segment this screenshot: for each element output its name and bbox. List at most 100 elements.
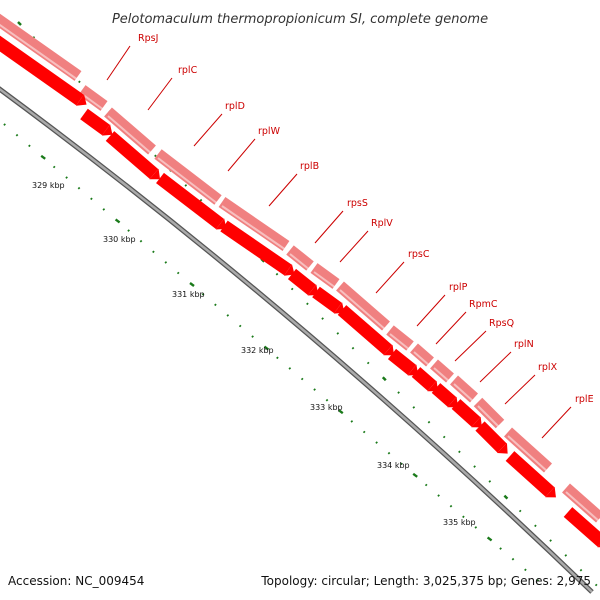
leader-line [268, 173, 298, 207]
cds-dark-segment [156, 172, 224, 230]
tick-mark [579, 568, 583, 572]
leader-line [106, 45, 131, 81]
gene-label-rpsj: RpsJ [138, 33, 158, 44]
backbone [0, 86, 594, 594]
tick-mark [351, 346, 355, 350]
cds-dark-segment [312, 286, 342, 314]
leader-line [479, 351, 512, 383]
cds-dark-segment [105, 131, 159, 179]
tick-mark [594, 583, 598, 587]
cds-arrowhead [597, 544, 600, 548]
tick-mark [387, 451, 391, 455]
cds-dark-segment [563, 507, 600, 547]
tick-mark [424, 483, 428, 487]
cds-dark-segment [411, 367, 437, 391]
tick-mark [176, 271, 180, 275]
cds-light-segment [410, 343, 434, 367]
leader-line [504, 374, 536, 405]
cds-light-segment [78, 85, 108, 111]
tick-mark [321, 317, 324, 320]
cds-dark-segment [431, 383, 457, 407]
tick-mark [3, 123, 6, 126]
tick-mark [313, 388, 316, 391]
leader-line [454, 330, 487, 362]
tick-mark [226, 314, 230, 317]
cds-dark-segment [505, 451, 555, 497]
gene-label-rplw: rplW [258, 126, 281, 137]
tick-mark [15, 133, 19, 137]
tick-mark [362, 430, 366, 434]
tick-mark [238, 324, 242, 328]
tick-mark [381, 376, 387, 382]
tick-mark [199, 198, 203, 202]
tick-mark [201, 292, 205, 296]
gene-label-rplx: rplX [538, 362, 558, 373]
leader-line [541, 406, 572, 439]
tick-mark [139, 239, 143, 243]
map-title: Pelotomaculum thermopropionicum SI, comp… [112, 12, 488, 27]
cds-arrowhead [383, 344, 395, 356]
tick-mark [474, 526, 478, 529]
tick-mark [473, 465, 476, 468]
tick-mark [127, 229, 130, 232]
cds-arrowhead [545, 486, 556, 498]
tick-mark [518, 509, 522, 513]
tick-mark [28, 144, 31, 148]
cds-arrowhead [471, 416, 482, 428]
tick-mark [102, 208, 106, 211]
cds-light-segment [218, 197, 290, 251]
leader-line [193, 113, 223, 147]
tick-mark [524, 568, 527, 572]
kbp-labels: 329 kbp 330 kbp 331 kbp 332 kbp 333 kbp … [32, 181, 476, 527]
kbp-label-330: 330 kbp [103, 235, 136, 244]
outer-tick-track [17, 21, 598, 587]
gene-label-rple: rplE [575, 394, 594, 405]
gene-label-rpsc: rpsC [408, 249, 430, 260]
kbp-label-334: 334 kbp [377, 461, 410, 470]
tick-mark [164, 261, 168, 264]
cds-arrowhead [149, 168, 161, 180]
kbp-label-335: 335 kbp [443, 518, 476, 527]
kbp-label-329: 329 kbp [32, 181, 65, 190]
tick-mark [397, 391, 400, 394]
tick-mark [503, 494, 509, 500]
cds-arrowhead [427, 380, 439, 392]
gene-label-rpln: rplN [514, 339, 534, 350]
cds-arrowhead [284, 264, 295, 276]
tick-mark [437, 494, 440, 497]
gene-label-rpmc: RpmC [469, 299, 498, 310]
tick-mark [52, 165, 56, 169]
gene-label-leaders [106, 45, 572, 439]
cds-track-dark [0, 35, 600, 548]
gene-label-rplv: RplV [371, 218, 393, 229]
kbp-label-331: 331 kbp [172, 290, 205, 299]
leader-line [314, 210, 344, 244]
tick-mark [275, 272, 279, 276]
tick-mark [263, 345, 270, 351]
tick-mark [40, 154, 46, 160]
cds-dark-segment [337, 305, 393, 355]
cds-light-segment [449, 375, 479, 403]
tick-mark [78, 80, 81, 84]
tick-mark [564, 554, 568, 557]
cds-arrowhead [101, 124, 113, 136]
cds-light-segment [310, 263, 340, 289]
cds-light-segment [286, 245, 314, 271]
leader-line [147, 77, 173, 111]
tick-mark [442, 435, 446, 439]
tick-mark [189, 282, 195, 287]
cds-dark-segment [451, 399, 481, 427]
gene-label-rplp: rplP [449, 282, 468, 293]
tick-mark [276, 356, 279, 360]
tick-mark [300, 377, 304, 381]
cds-dark-segment [0, 35, 84, 106]
leader-line [435, 311, 467, 345]
gene-label-rpss: rpsS [347, 198, 368, 209]
kbp-label-332: 332 kbp [241, 346, 274, 355]
tick-mark [375, 441, 378, 444]
tick-mark [536, 579, 540, 582]
cds-dark-segment [220, 220, 292, 276]
tick-mark [325, 398, 329, 402]
cds-light-segment [154, 149, 222, 205]
